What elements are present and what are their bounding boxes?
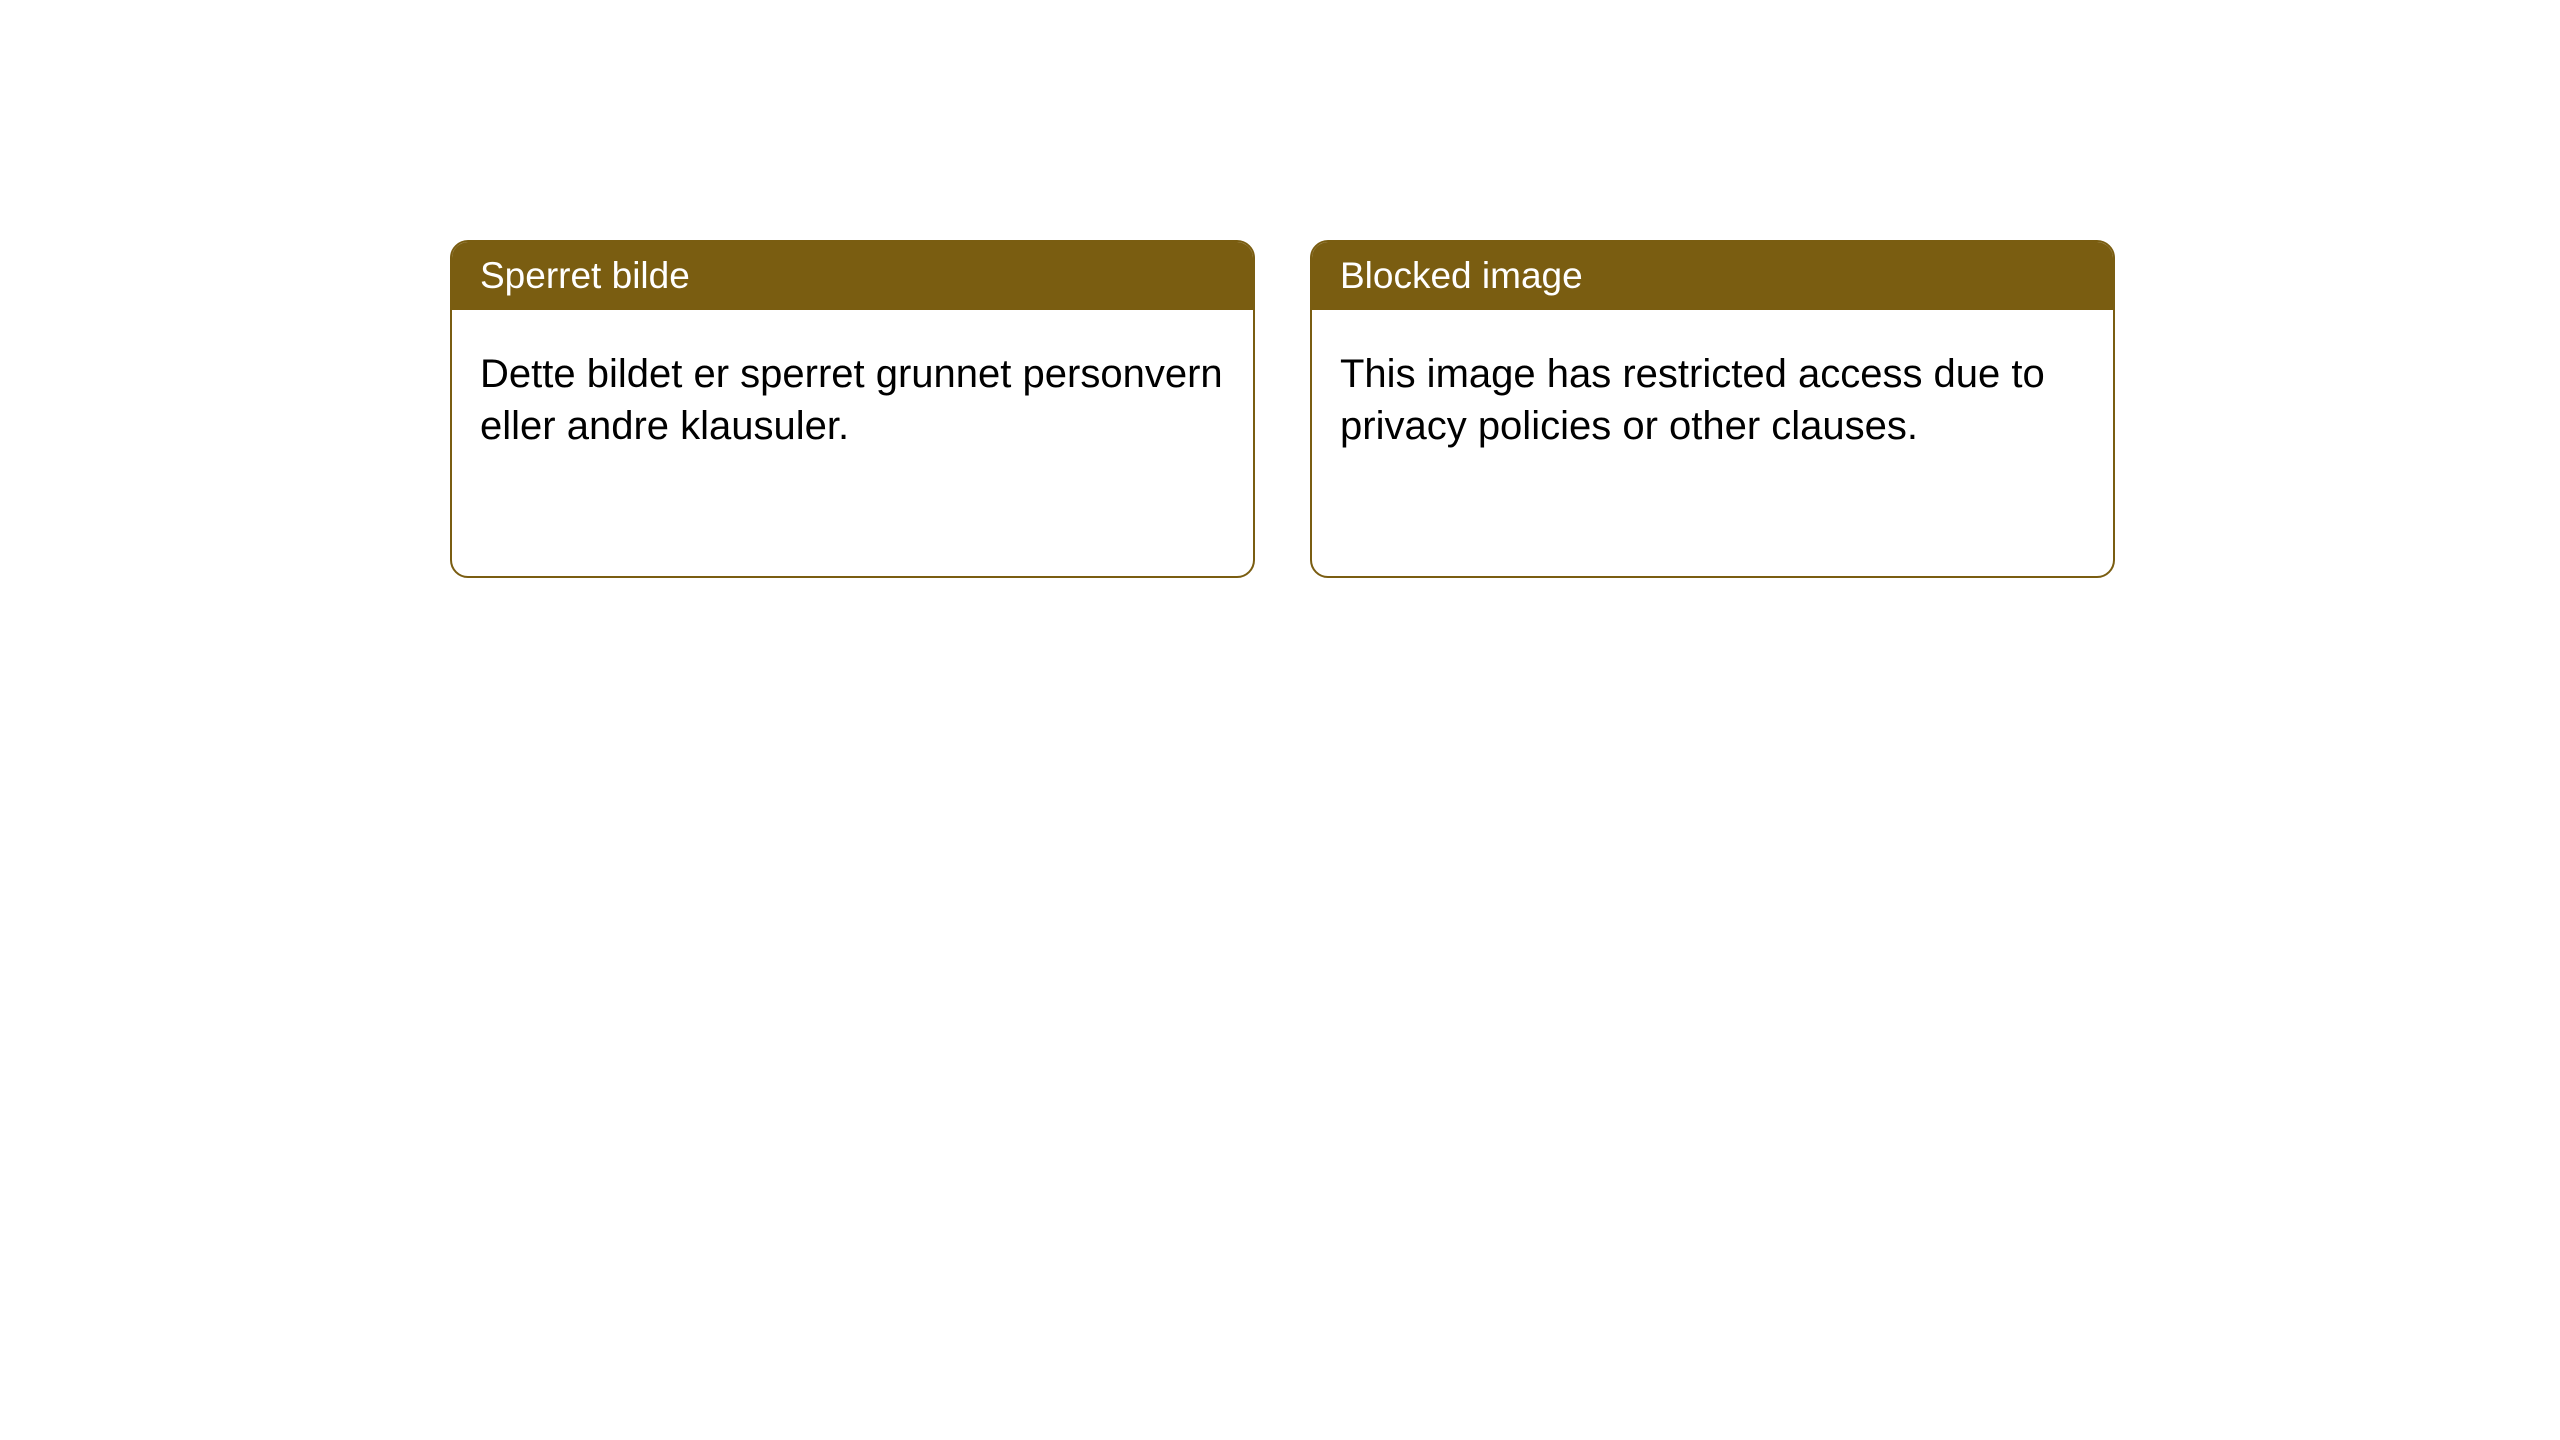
notice-body-english: This image has restricted access due to … xyxy=(1312,310,2113,490)
notice-card-norwegian: Sperret bilde Dette bildet er sperret gr… xyxy=(450,240,1255,578)
notice-header-norwegian: Sperret bilde xyxy=(452,242,1253,310)
notice-body-norwegian: Dette bildet er sperret grunnet personve… xyxy=(452,310,1253,490)
notice-card-english: Blocked image This image has restricted … xyxy=(1310,240,2115,578)
notice-container: Sperret bilde Dette bildet er sperret gr… xyxy=(0,0,2560,578)
notice-header-english: Blocked image xyxy=(1312,242,2113,310)
